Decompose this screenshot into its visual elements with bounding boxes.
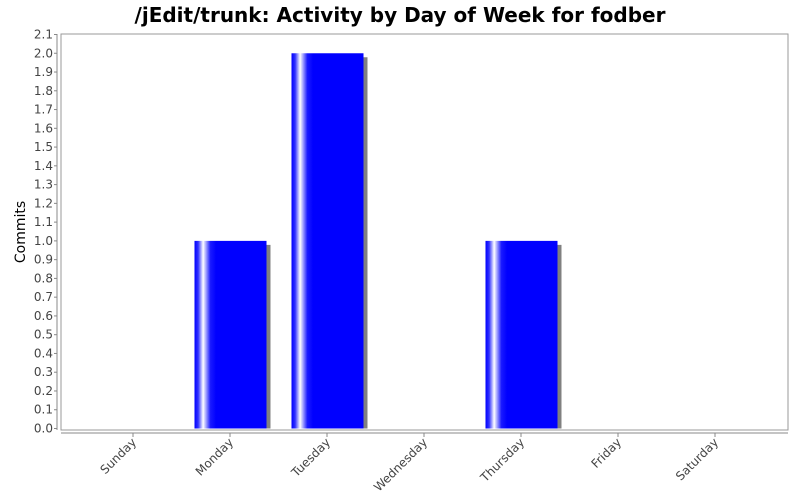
y-tick-label: 1.1 (34, 215, 53, 229)
y-tick-label: 0.5 (34, 328, 53, 342)
x-tick-label: Monday (193, 435, 236, 478)
plot-area (60, 33, 789, 431)
y-axis-label: Commits (13, 201, 29, 263)
y-tick-label: 1.6 (34, 121, 53, 135)
bar-monday (194, 240, 267, 429)
y-tick-label: 0.9 (34, 253, 53, 267)
y-tick-label: 0.2 (34, 384, 53, 398)
x-tick-label: Tuesday (288, 435, 333, 480)
y-tick-label: 2.1 (34, 28, 53, 42)
y-tick-label: 1.8 (34, 84, 53, 98)
y-tick-label: 0.3 (34, 365, 53, 379)
x-tick-label: Thursday (477, 435, 527, 485)
x-tick-label: Friday (589, 435, 625, 471)
y-tick-label: 0.4 (34, 346, 53, 360)
y-tick-label: 1.4 (34, 159, 53, 173)
y-tick-label: 0.1 (34, 403, 53, 417)
y-tick-label: 0.8 (34, 271, 53, 285)
bar-thursday (485, 240, 558, 429)
y-tick-label: 0.0 (34, 422, 53, 436)
y-tick-label: 1.5 (34, 140, 53, 154)
bars (194, 53, 562, 429)
x-tick-label: Sunday (97, 435, 139, 477)
y-tick-label: 2.0 (34, 46, 53, 60)
y-tick-label: 0.6 (34, 309, 53, 323)
bar-tuesday (291, 53, 364, 429)
x-tick-label: Saturday (673, 435, 721, 483)
y-tick-label: 1.3 (34, 178, 53, 192)
x-tick-label: Wednesday (371, 435, 430, 494)
y-tick-label: 1.7 (34, 103, 53, 117)
y-tick-label: 0.7 (34, 290, 53, 304)
chart-title: /jEdit/trunk: Activity by Day of Week fo… (135, 3, 666, 27)
x-axis: Sunday Monday Tuesday Wednesday Thursday Frid… (61, 432, 788, 494)
y-axis: 0.0 0.1 0.2 0.3 0.4 0.5 0.6 0.7 0.8 0.9 1.0 1.1 1.2 1… (34, 28, 58, 436)
y-tick-label: 1.2 (34, 196, 53, 210)
y-tick-label: 1.9 (34, 65, 53, 79)
y-tick-label: 1.0 (34, 234, 53, 248)
